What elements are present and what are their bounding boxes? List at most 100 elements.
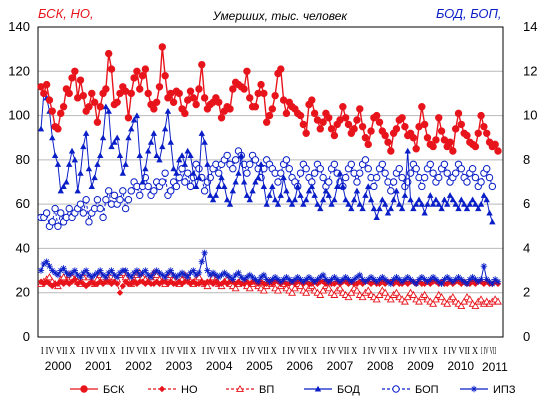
data-point [66,271,73,279]
data-point [282,109,291,118]
x-axis: I IV VII X 2000 I IV VII X 2001 I IV VII X 20… [41,345,508,374]
data-point [172,182,181,191]
data-point [204,161,211,167]
data-point [387,280,395,288]
year-label: 2000 [45,359,72,373]
data-point [105,269,112,276]
data-point [381,200,389,207]
year-label: 2007 [327,359,354,373]
data-point [457,301,466,310]
data-point [116,269,124,276]
data-point [438,205,445,212]
data-point [437,293,446,301]
legend-item: ИПЗ [460,384,516,396]
data-point [223,196,231,203]
left-tick-label: 120 [8,63,30,78]
data-point [334,276,341,283]
data-point [424,200,431,207]
year-label: 2009 [407,359,434,373]
data-point [345,200,352,207]
data-point [176,271,183,279]
data-point [178,165,186,173]
data-point [367,274,375,281]
data-point [175,89,183,98]
data-point [54,161,62,167]
data-point [164,269,172,276]
data-point [167,187,175,195]
data-point [367,196,375,203]
data-point [51,269,59,276]
data-point [465,295,474,303]
data-point [116,152,124,158]
data-point [401,122,409,131]
data-point [415,276,423,283]
data-point [486,209,493,216]
data-point [66,161,73,167]
data-point [232,178,239,185]
data-point [389,178,398,186]
data-point [361,156,370,164]
data-point [59,273,68,281]
data-point [48,107,56,115]
data-point [362,192,369,198]
data-point [147,274,155,281]
data-point [142,165,149,172]
data-point [82,267,90,274]
legend-label: НО [181,384,198,396]
data-point [277,192,284,198]
data-point [310,109,319,118]
left-tick-label: 80 [16,152,30,167]
data-point [45,96,54,104]
data-point [158,385,166,393]
data-point [294,183,301,189]
data-point [212,192,220,198]
data-point [65,204,73,213]
data-point [282,156,291,164]
data-point [344,120,353,129]
right-tick-label: 14 [523,19,537,34]
data-point [198,278,205,285]
data-point [460,297,469,305]
data-point [319,286,328,294]
data-point [424,278,431,285]
data-point [398,278,406,285]
data-point [42,209,51,217]
data-point [477,111,485,120]
data-point [235,169,242,176]
data-point [249,274,256,281]
data-point [387,205,395,212]
year-label: 2004 [206,359,233,373]
data-point [217,114,226,122]
data-point [457,120,466,129]
data-point [130,74,138,82]
data-point [288,200,296,207]
data-point [138,72,147,80]
data-point [130,278,138,285]
data-point [200,94,209,102]
data-point [96,204,104,213]
data-point [82,196,90,204]
data-point [74,271,81,279]
data-point [271,91,279,100]
data-point [218,280,225,288]
data-point [288,278,296,285]
data-point [176,156,183,163]
data-point [195,273,203,281]
data-point [375,290,384,298]
data-point [488,182,497,191]
data-point [420,290,429,298]
data-point [319,196,327,203]
right-tick-label: 12 [523,63,537,78]
data-point [133,67,141,75]
data-point [40,89,48,98]
data-point [128,274,135,281]
month-marks: I IV VII X [41,345,76,357]
data-point [334,183,341,189]
data-point [198,60,206,69]
data-point [280,276,287,283]
data-point [186,87,195,95]
data-point [245,284,254,292]
left-tick-label: 0 [23,329,30,344]
data-point [150,280,158,288]
data-point [218,271,225,279]
